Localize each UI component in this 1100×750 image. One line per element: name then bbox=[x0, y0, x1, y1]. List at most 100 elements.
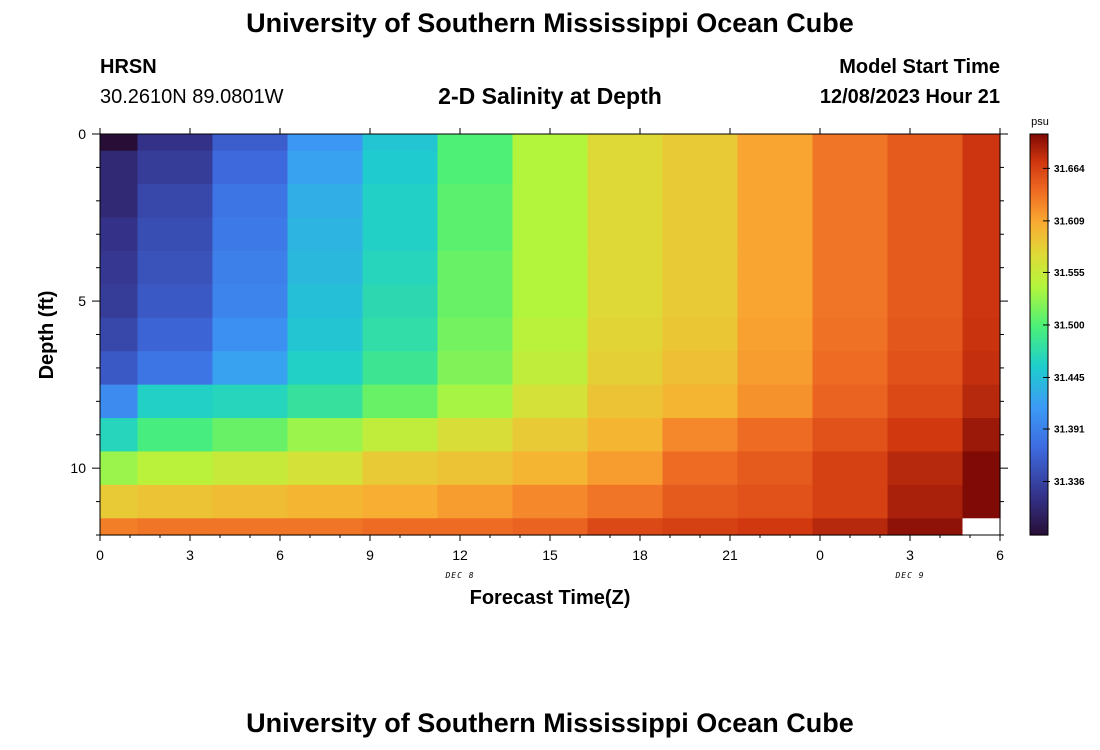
colorbar-band bbox=[1030, 266, 1048, 270]
heatmap-cell bbox=[100, 317, 139, 352]
heatmap-cell bbox=[962, 351, 1001, 386]
heatmap-cell bbox=[137, 351, 214, 386]
heatmap-cell bbox=[962, 518, 1001, 536]
station-name: HRSN bbox=[100, 56, 157, 78]
heatmap-cell bbox=[737, 518, 814, 536]
colorbar-band bbox=[1030, 432, 1048, 436]
colorbar-tick-label: 31.555 bbox=[1054, 268, 1085, 279]
colorbar-band bbox=[1030, 286, 1048, 290]
heatmap-cell bbox=[100, 250, 139, 285]
heatmap-cell bbox=[512, 351, 589, 386]
colorbar-band bbox=[1030, 369, 1048, 373]
colorbar-band bbox=[1030, 439, 1048, 443]
heatmap-cell bbox=[887, 451, 964, 486]
heatmap-cell bbox=[962, 451, 1001, 486]
heatmap-cell bbox=[100, 134, 139, 152]
colorbar-band bbox=[1030, 504, 1048, 509]
colorbar-band bbox=[1030, 149, 1048, 153]
colorbar-band bbox=[1030, 159, 1048, 163]
colorbar-band bbox=[1030, 189, 1048, 193]
heatmap-cell bbox=[212, 250, 289, 285]
heatmap-cell bbox=[437, 134, 514, 152]
colorbar-band bbox=[1030, 372, 1048, 376]
heatmap-cell bbox=[100, 284, 139, 319]
heatmap-cell bbox=[512, 184, 589, 219]
heatmap-cell bbox=[287, 217, 364, 252]
heatmap-cell bbox=[212, 518, 289, 536]
x-tick-label: 18 bbox=[632, 547, 648, 563]
heatmap-cell bbox=[512, 484, 589, 519]
x-tick-label: 0 bbox=[816, 547, 824, 563]
heatmap-cell bbox=[587, 317, 664, 352]
colorbar-band bbox=[1030, 334, 1048, 338]
heatmap-cell bbox=[962, 317, 1001, 352]
colorbar-band bbox=[1030, 452, 1048, 456]
colorbar-band bbox=[1030, 344, 1048, 348]
heatmap-cell bbox=[287, 518, 364, 536]
colorbar-band bbox=[1030, 246, 1048, 250]
heatmap-cell bbox=[362, 418, 439, 453]
heatmap-cell bbox=[512, 284, 589, 319]
colorbar-band bbox=[1030, 301, 1048, 306]
heatmap-cell bbox=[587, 184, 664, 219]
heatmap-cell bbox=[662, 284, 739, 319]
colorbar-band bbox=[1030, 434, 1048, 438]
colorbar-band bbox=[1030, 199, 1048, 203]
colorbar-band bbox=[1030, 314, 1048, 318]
heatmap-cell bbox=[962, 134, 1001, 152]
heatmap-cell bbox=[587, 150, 664, 185]
colorbar-band bbox=[1030, 382, 1048, 386]
colorbar-band bbox=[1030, 206, 1048, 210]
colorbar-band bbox=[1030, 407, 1048, 411]
heatmap-cell bbox=[812, 351, 889, 386]
heatmap-cell bbox=[962, 384, 1001, 419]
colorbar: 31.664 31.609 31.555 31.500 31.445 31.391 31.3… bbox=[1029, 133, 1085, 536]
colorbar-band bbox=[1030, 156, 1048, 160]
heatmap-cell bbox=[362, 184, 439, 219]
heatmap-cell bbox=[287, 418, 364, 453]
colorbar-band bbox=[1030, 169, 1048, 173]
heatmap-cell bbox=[137, 217, 214, 252]
colorbar-band bbox=[1030, 399, 1048, 403]
colorbar-band bbox=[1030, 442, 1048, 446]
heatmap-cell bbox=[887, 484, 964, 519]
heatmap-cell bbox=[100, 484, 139, 519]
heatmap-cell bbox=[212, 184, 289, 219]
heatmap-cell bbox=[287, 384, 364, 419]
heatmap-cell bbox=[812, 317, 889, 352]
colorbar-band bbox=[1030, 524, 1048, 529]
colorbar-band bbox=[1030, 179, 1048, 183]
y-tick-label: 5 bbox=[78, 293, 86, 309]
heatmap-cell bbox=[437, 484, 514, 519]
heatmap-cell bbox=[362, 150, 439, 185]
heatmap-cell bbox=[662, 184, 739, 219]
heatmap-cell bbox=[362, 284, 439, 319]
heatmap-cell bbox=[212, 284, 289, 319]
colorbar-band bbox=[1030, 529, 1048, 534]
colorbar-band bbox=[1030, 161, 1048, 165]
heatmap-cell bbox=[512, 418, 589, 453]
colorbar-band bbox=[1030, 394, 1048, 398]
model-start-value: 12/08/2023 Hour 21 bbox=[819, 86, 1000, 108]
heatmap-cell bbox=[887, 217, 964, 252]
heatmap-cell bbox=[512, 150, 589, 185]
colorbar-band bbox=[1030, 449, 1048, 453]
heatmap-cell bbox=[512, 384, 589, 419]
heatmap-cell bbox=[137, 484, 214, 519]
heatmap-cell bbox=[737, 250, 814, 285]
colorbar-band bbox=[1030, 499, 1048, 504]
axes: 0 3 6 9 12 15 18 21 0 3 6 DEC 8 DEC 9 0 5 10 bbox=[70, 126, 1008, 580]
colorbar-band bbox=[1030, 259, 1048, 263]
colorbar-band bbox=[1030, 364, 1048, 368]
colorbar-band bbox=[1030, 271, 1048, 275]
colorbar-band bbox=[1030, 166, 1048, 170]
heatmap-cell bbox=[100, 384, 139, 419]
chart-title: 2-D Salinity at Depth bbox=[438, 83, 662, 109]
colorbar-band bbox=[1030, 427, 1048, 431]
colorbar-band bbox=[1030, 522, 1048, 526]
colorbar-band bbox=[1030, 331, 1048, 336]
x-axis-label: Forecast Time(Z) bbox=[470, 587, 631, 609]
heatmap-cell bbox=[587, 518, 664, 536]
heatmap-cell bbox=[662, 134, 739, 152]
colorbar-frame bbox=[1029, 133, 1049, 536]
